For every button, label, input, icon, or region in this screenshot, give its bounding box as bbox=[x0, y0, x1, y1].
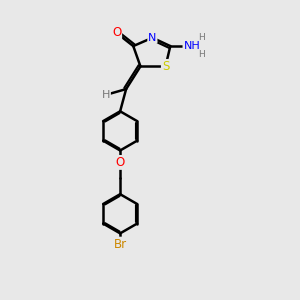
Text: N: N bbox=[148, 33, 157, 43]
Text: O: O bbox=[116, 156, 125, 169]
Text: S: S bbox=[162, 60, 169, 73]
Text: H: H bbox=[199, 50, 205, 59]
Text: NH: NH bbox=[183, 41, 200, 51]
Text: H: H bbox=[102, 90, 110, 100]
Text: O: O bbox=[112, 26, 121, 39]
Text: Br: Br bbox=[114, 238, 127, 250]
Text: H: H bbox=[199, 33, 205, 42]
